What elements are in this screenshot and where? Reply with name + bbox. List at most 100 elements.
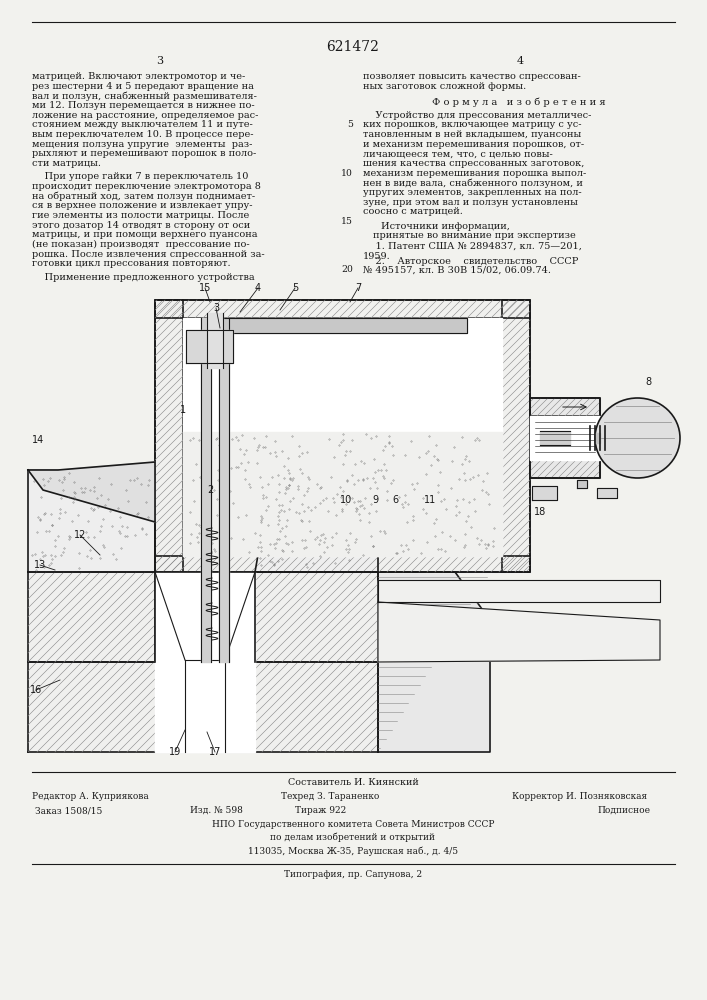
Point [98, 539, 110, 555]
Point [446, 453, 457, 469]
Point [39, 506, 50, 522]
Text: готовки цикл прессования повторяют.: готовки цикл прессования повторяют. [32, 259, 230, 268]
Text: матрицей. Включают электромотор и че-: матрицей. Включают электромотор и че- [32, 72, 245, 81]
Point [184, 535, 195, 551]
Point [421, 505, 432, 521]
Point [238, 446, 250, 462]
Point [370, 464, 381, 480]
Point [256, 539, 267, 555]
Point [458, 539, 469, 555]
Point [29, 546, 40, 562]
Point [74, 560, 85, 576]
Point [57, 482, 69, 498]
Point [185, 526, 197, 542]
Point [309, 499, 320, 515]
Point [248, 430, 259, 446]
Polygon shape [28, 470, 155, 572]
Point [76, 480, 87, 496]
Text: и механизм перемешивания порошков, от-: и механизм перемешивания порошков, от- [363, 140, 584, 149]
Point [63, 465, 74, 481]
Point [78, 484, 89, 500]
Point [235, 455, 246, 471]
Point [399, 487, 411, 503]
Text: 12: 12 [74, 530, 86, 540]
Point [279, 470, 290, 486]
Point [226, 530, 237, 546]
Point [275, 502, 286, 518]
Point [348, 494, 359, 510]
Point [291, 504, 302, 520]
Point [189, 493, 200, 509]
Point [349, 456, 361, 472]
Point [40, 547, 51, 563]
Point [142, 477, 153, 493]
Point [132, 470, 143, 486]
Point [283, 477, 294, 493]
Point [438, 491, 450, 507]
Point [110, 551, 122, 567]
Point [88, 501, 100, 517]
Point [350, 531, 361, 547]
Text: 7: 7 [355, 283, 361, 293]
Point [329, 494, 340, 510]
Point [214, 437, 225, 453]
Point [192, 534, 204, 550]
Point [448, 439, 460, 455]
Polygon shape [255, 572, 378, 662]
Point [436, 524, 448, 540]
Point [375, 462, 386, 478]
Point [432, 451, 443, 467]
Point [255, 527, 266, 543]
Polygon shape [186, 330, 233, 363]
Point [399, 494, 411, 510]
Point [89, 479, 100, 495]
Point [257, 439, 269, 455]
Text: гие элементы из полости матрицы. После: гие элементы из полости матрицы. После [32, 211, 250, 220]
Point [187, 472, 199, 488]
Polygon shape [532, 486, 557, 500]
Point [282, 462, 293, 478]
Point [453, 471, 464, 487]
Point [337, 483, 348, 499]
Point [235, 441, 246, 457]
Point [210, 543, 221, 559]
Point [66, 513, 78, 529]
Point [302, 469, 313, 485]
Point [276, 542, 288, 558]
Point [382, 483, 393, 499]
Point [59, 540, 70, 556]
Point [301, 559, 312, 575]
Point [64, 489, 75, 505]
Point [382, 492, 393, 508]
Text: упругих элементов, закрепленных на пол-: упругих элементов, закрепленных на пол- [363, 188, 582, 197]
Point [257, 487, 269, 503]
Point [67, 494, 78, 510]
Point [406, 433, 417, 449]
Point [68, 491, 79, 507]
Polygon shape [597, 488, 617, 498]
Point [283, 450, 294, 466]
Point [218, 463, 229, 479]
Point [352, 472, 363, 488]
Point [409, 481, 420, 497]
Point [407, 476, 418, 492]
Point [86, 550, 97, 566]
Text: 10: 10 [341, 169, 353, 178]
Text: 15: 15 [341, 217, 353, 226]
Point [270, 448, 281, 464]
Point [68, 484, 79, 500]
Point [194, 432, 205, 448]
Point [30, 562, 42, 578]
Text: 1. Патент США № 2894837, кл. 75—201,: 1. Патент США № 2894837, кл. 75—201, [363, 242, 582, 251]
Point [202, 544, 214, 560]
Point [341, 472, 353, 488]
Point [459, 526, 470, 542]
Point [205, 523, 216, 539]
Point [260, 489, 271, 505]
Text: 4: 4 [516, 56, 524, 66]
Point [482, 486, 493, 502]
Point [378, 442, 389, 458]
Point [401, 537, 412, 553]
Point [106, 518, 117, 534]
Point [37, 548, 49, 564]
